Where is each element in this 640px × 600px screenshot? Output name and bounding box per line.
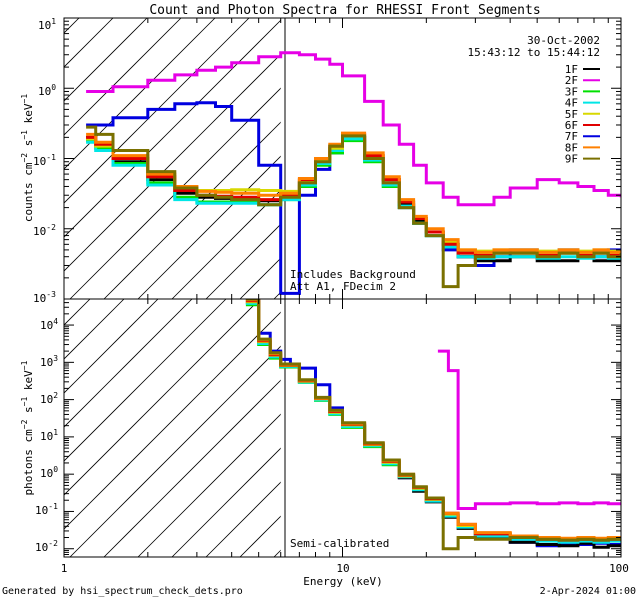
series-line-2f	[437, 349, 621, 510]
hatch-line	[64, 299, 227, 462]
legend-label-9f: 9F	[565, 153, 578, 166]
legend-label-1f: 1F	[565, 63, 578, 76]
x-tick-label: 10	[336, 562, 349, 575]
top-annotation-attenuator: Att A1, FDecim 2	[290, 280, 396, 293]
top-y-tick-labels: 101 100 10-1 10-2 10-3	[33, 17, 56, 305]
bottom-hatch	[0, 299, 621, 557]
hatch-line	[0, 299, 22, 557]
legend-label-2f: 2F	[565, 74, 578, 87]
series-line-9f	[86, 125, 621, 289]
bottom-y-tick-labels: 104 103 102 101 100 10-1 10-2	[35, 317, 58, 554]
top-annotation-background: Includes Background	[290, 268, 416, 281]
legend-label-7f: 7F	[565, 130, 578, 143]
hatch-line	[64, 299, 159, 394]
bottom-y-tick-label: 100	[40, 465, 58, 480]
top-axis-ticks	[63, 17, 621, 300]
bottom-y-axis-label: photons cm−2 s−1 keV−1	[20, 360, 35, 495]
series-line-9f	[245, 299, 621, 551]
hatch-line	[64, 299, 125, 360]
top-y-tick-label: 101	[38, 17, 56, 32]
hatch-line	[64, 18, 250, 204]
hatch-line	[64, 299, 295, 530]
x-tick-label: 1	[61, 562, 68, 575]
top-y-tick-label: 10-2	[33, 223, 56, 238]
legend-label-8f: 8F	[565, 141, 578, 154]
x-tick-label: 100	[609, 562, 629, 575]
legend-label-3f: 3F	[565, 85, 578, 98]
hatch-line	[64, 299, 193, 428]
hatch-line	[64, 18, 182, 136]
bottom-y-tick-label: 102	[40, 391, 58, 406]
top-y-tick-label: 100	[38, 83, 56, 98]
x-tick-labels: 1 10 100	[61, 562, 629, 575]
bottom-y-tick-label: 10-2	[35, 539, 58, 554]
bottom-axis-ticks	[63, 298, 621, 558]
footer-generated-by: Generated by hsi_spectrum_check_dets.pro	[2, 586, 243, 597]
bottom-series-group	[245, 299, 621, 551]
bottom-y-tick-label: 101	[40, 428, 58, 443]
hatch-line	[64, 18, 216, 170]
footer-timestamp: 2-Apr-2024 01:00	[540, 586, 636, 597]
top-series-group	[86, 51, 621, 295]
top-y-tick-label: 10-1	[33, 153, 56, 168]
legend-label-6f: 6F	[565, 119, 578, 132]
bottom-y-tick-label: 104	[40, 317, 58, 332]
x-axis-label: Energy (keV)	[303, 575, 382, 588]
bottom-y-tick-label: 10-1	[35, 502, 58, 517]
hatch-line	[64, 18, 148, 102]
hatch-line	[64, 299, 261, 496]
chart-title: Count and Photon Spectra for RHESSI Fron…	[149, 3, 540, 18]
time-range-label: 15:43:12 to 15:44:12	[468, 46, 600, 59]
bottom-y-tick-label: 103	[40, 354, 58, 369]
series-line-2f	[86, 51, 621, 207]
hatch-line	[64, 18, 114, 68]
bottom-annotation-semicalibrated: Semi-calibrated	[290, 537, 389, 550]
hatch-line	[64, 18, 318, 272]
legend-label-4f: 4F	[565, 97, 578, 110]
hatch-line	[64, 299, 91, 326]
top-y-tick-label: 10-3	[33, 290, 56, 305]
date-label: 30-Oct-2002	[527, 34, 600, 47]
legend-label-5f: 5F	[565, 108, 578, 121]
top-y-axis-label: counts cm−2 s−1 keV−1	[20, 94, 35, 222]
